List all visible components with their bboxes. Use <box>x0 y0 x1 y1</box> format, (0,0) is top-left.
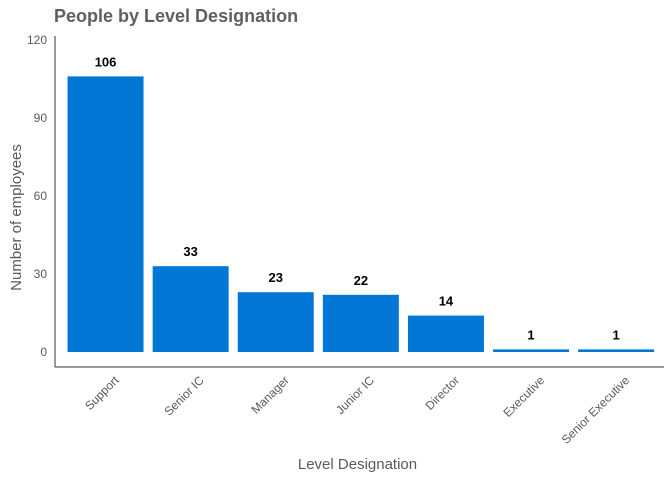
bar <box>67 76 144 353</box>
x-tick-label: Support <box>82 373 122 413</box>
x-tick-label: Senior IC <box>161 373 207 419</box>
x-tick-label: Senior Executive <box>559 373 633 447</box>
y-tick-label: 60 <box>34 189 48 203</box>
y-tick-label: 0 <box>40 345 47 359</box>
y-tick-label: 30 <box>34 267 48 281</box>
data-label: 106 <box>95 54 117 69</box>
x-tick-label: Junior IC <box>333 373 377 417</box>
y-axis-title: Number of employees <box>8 144 25 291</box>
data-label: 33 <box>183 244 197 259</box>
bar <box>493 349 570 352</box>
data-label: 22 <box>354 273 368 288</box>
x-tick-label: Manager <box>248 373 291 416</box>
data-label: 1 <box>527 327 534 342</box>
bar <box>322 294 399 352</box>
x-axis-ticks: Support Senior IC Manager Junior IC Director… <box>82 373 632 447</box>
chart-title: People by Level Designation <box>54 6 299 26</box>
bar <box>578 349 655 352</box>
bar <box>237 292 314 352</box>
x-tick-label: Director <box>422 373 462 413</box>
bar <box>407 315 484 352</box>
data-labels-group: 106 33 23 22 14 1 1 <box>95 54 620 342</box>
y-tick-label: 120 <box>27 33 47 47</box>
data-label: 1 <box>613 327 620 342</box>
bar <box>152 266 229 352</box>
data-label: 14 <box>439 294 454 309</box>
x-axis-title: Level Designation <box>298 456 417 473</box>
data-label: 23 <box>269 270 283 285</box>
y-tick-label: 90 <box>34 111 48 125</box>
y-axis-ticks: 0 30 60 90 120 <box>27 33 47 359</box>
bars-group <box>67 76 655 353</box>
x-tick-label: Executive <box>500 373 547 420</box>
